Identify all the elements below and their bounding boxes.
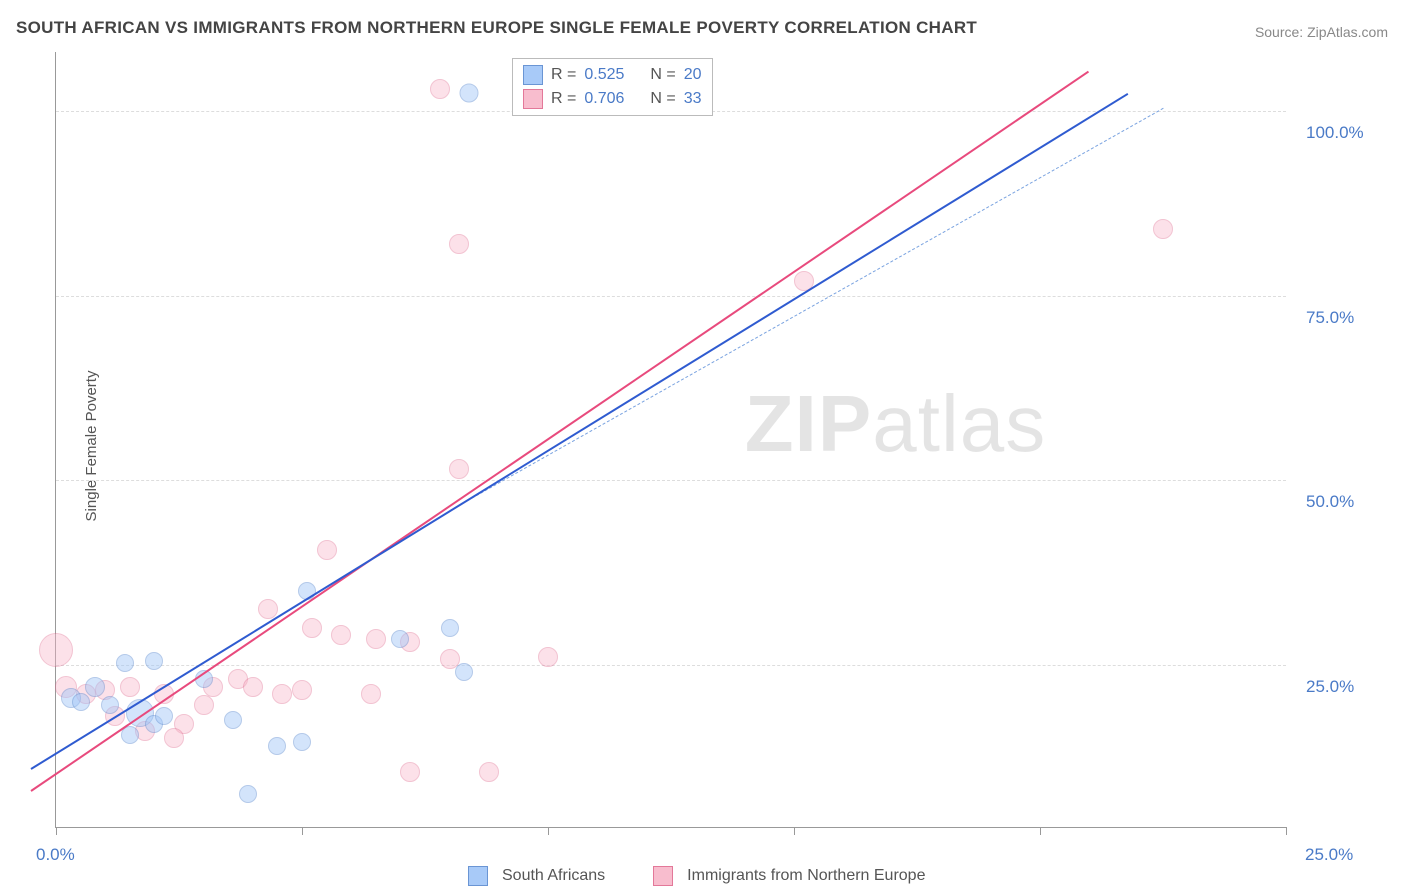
y-tick-label: 75.0%: [1306, 308, 1354, 328]
x-tick: [302, 827, 303, 835]
series-label-ne: Immigrants from Northern Europe: [687, 867, 925, 885]
data-point-north-europe: [317, 540, 337, 560]
gridline: [56, 296, 1286, 297]
trend-line: [31, 93, 1129, 770]
data-point-north-europe: [258, 599, 278, 619]
chart-container: SOUTH AFRICAN VS IMMIGRANTS FROM NORTHER…: [0, 0, 1406, 892]
data-point-north-europe: [164, 728, 184, 748]
data-point-north-europe: [366, 629, 386, 649]
legend-row-north-europe: R = 0.706 N = 33: [523, 87, 702, 111]
y-tick-label: 50.0%: [1306, 492, 1354, 512]
data-point-south-africans: [72, 693, 90, 711]
data-point-north-europe: [331, 625, 351, 645]
r-value-ne: 0.706: [584, 87, 624, 111]
data-point-south-africans: [460, 83, 479, 102]
x-tick: [794, 827, 795, 835]
data-point-south-africans: [145, 652, 163, 670]
correlation-legend: R = 0.525 N = 20 R = 0.706 N = 33: [512, 58, 713, 116]
legend-row-south-africans: R = 0.525 N = 20: [523, 63, 702, 87]
data-point-north-europe: [430, 79, 450, 99]
data-point-north-europe: [194, 695, 214, 715]
n-value-ne: 33: [684, 87, 702, 111]
data-point-south-africans: [116, 654, 134, 672]
data-point-south-africans: [391, 630, 409, 648]
data-point-south-africans: [239, 785, 257, 803]
swatch-north-europe: [653, 866, 673, 886]
x-origin-label: 0.0%: [36, 845, 75, 865]
r-value-sa: 0.525: [584, 63, 624, 87]
x-tick: [1040, 827, 1041, 835]
watermark: ZIPatlas: [745, 378, 1046, 470]
data-point-north-europe: [449, 234, 469, 254]
data-point-south-africans: [224, 711, 242, 729]
trend-line: [31, 71, 1090, 792]
data-point-south-africans: [155, 707, 173, 725]
data-point-north-europe: [272, 684, 292, 704]
data-point-south-africans: [455, 663, 473, 681]
gridline: [56, 665, 1286, 666]
swatch-north-europe: [523, 89, 543, 109]
data-point-north-europe: [39, 633, 73, 667]
data-point-south-africans: [268, 737, 286, 755]
r-label: R =: [551, 63, 576, 87]
data-point-north-europe: [479, 762, 499, 782]
x-tick: [1286, 827, 1287, 835]
data-point-south-africans: [101, 696, 119, 714]
n-label: N =: [650, 63, 675, 87]
plot-area: ZIPatlas 25.0%50.0%75.0%100.0%: [55, 52, 1286, 828]
n-value-sa: 20: [684, 63, 702, 87]
data-point-north-europe: [400, 762, 420, 782]
series-legend: South Africans Immigrants from Northern …: [468, 866, 925, 886]
gridline: [56, 480, 1286, 481]
data-point-north-europe: [361, 684, 381, 704]
x-tick: [56, 827, 57, 835]
trend-line: [449, 107, 1163, 510]
data-point-north-europe: [302, 618, 322, 638]
r-label: R =: [551, 87, 576, 111]
n-label: N =: [650, 87, 675, 111]
y-tick-label: 25.0%: [1306, 677, 1354, 697]
x-max-label: 25.0%: [1305, 845, 1353, 865]
data-point-north-europe: [538, 647, 558, 667]
data-point-north-europe: [449, 459, 469, 479]
x-tick: [548, 827, 549, 835]
swatch-south-africans: [523, 65, 543, 85]
series-label-sa: South Africans: [502, 867, 605, 885]
data-point-north-europe: [1153, 219, 1173, 239]
data-point-north-europe: [120, 677, 140, 697]
data-point-north-europe: [292, 680, 312, 700]
data-point-south-africans: [85, 677, 105, 697]
chart-title: SOUTH AFRICAN VS IMMIGRANTS FROM NORTHER…: [16, 18, 977, 38]
y-tick-label: 100.0%: [1306, 123, 1364, 143]
swatch-south-africans: [468, 866, 488, 886]
data-point-south-africans: [293, 733, 311, 751]
chart-source: Source: ZipAtlas.com: [1255, 24, 1388, 40]
data-point-north-europe: [243, 677, 263, 697]
data-point-south-africans: [441, 619, 459, 637]
